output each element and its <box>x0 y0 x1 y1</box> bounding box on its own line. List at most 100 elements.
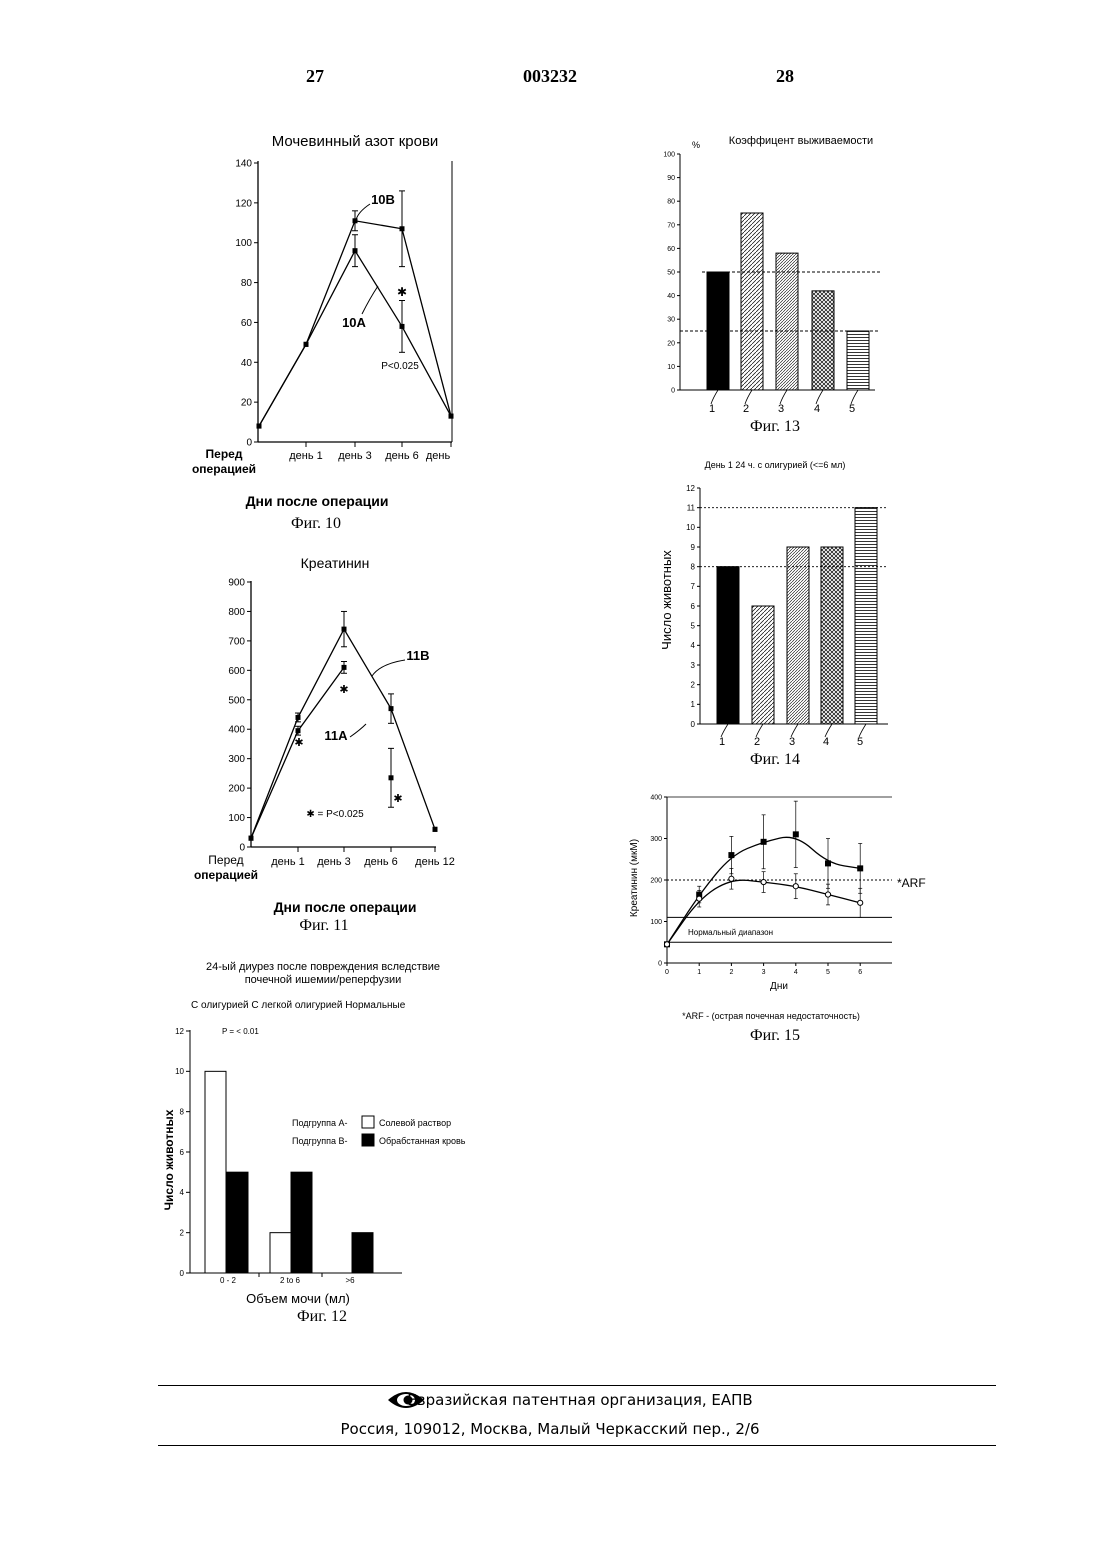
series-label-11b: 11В <box>406 648 429 663</box>
chart-title: почечной ишемии/реперфузии <box>245 974 402 986</box>
y-tick-label: 400 <box>228 725 245 736</box>
figure-15: 0100200300400 0123456 *ARF Нормальный ди… <box>629 794 926 1044</box>
x-tick-label: Перед <box>208 853 243 867</box>
data-point <box>389 775 394 780</box>
significance-star: ✱ <box>339 684 348 696</box>
bar-leader <box>816 390 823 404</box>
figure-caption: Фиг. 11 <box>299 917 348 934</box>
data-point <box>825 892 830 897</box>
leader-line <box>372 660 405 676</box>
p-value-note: P<0.025 <box>381 361 419 372</box>
x-ticks: 12345 <box>719 724 866 748</box>
chart-title: 24-ый диурез после повреждения вследстви… <box>206 961 440 973</box>
y-tick-label: 4 <box>180 1188 185 1197</box>
y-tick-label: 300 <box>228 754 245 765</box>
y-tick-label: 2 <box>180 1228 185 1237</box>
y-tick-label: 90 <box>667 175 675 182</box>
leader-line <box>350 724 366 737</box>
y-tick-label: 400 <box>650 794 662 801</box>
y-ticks: 024681012 <box>175 1027 190 1278</box>
x-ticks: Передоперациейдень 1день 3день 6день <box>192 442 451 476</box>
x-tick-label: день 6 <box>364 856 398 868</box>
y-tick-label: 200 <box>228 784 245 795</box>
x-tick-label: день 12 <box>415 856 455 868</box>
y-ticks: 0123456789101112 <box>686 484 700 729</box>
left-page-number: 27 <box>306 66 324 86</box>
y-tick-label: 50 <box>667 269 675 276</box>
x-tick-label: 0 <box>665 969 669 976</box>
x-tick-label: 4 <box>794 969 798 976</box>
y-tick-label: 70 <box>667 222 675 229</box>
y-unit-label: % <box>692 140 700 150</box>
data-point <box>342 627 347 632</box>
y-tick-label: 0 <box>658 960 662 967</box>
data-point <box>761 839 767 845</box>
y-tick-label: 500 <box>228 695 245 706</box>
y-tick-label: 140 <box>235 159 252 170</box>
x-tick-label: >6 <box>345 1276 355 1285</box>
y-tick-label: 700 <box>228 636 245 647</box>
figure-14: День 1 24 ч. с олигурией (<=6 мл) 012345… <box>659 460 888 768</box>
bar <box>776 253 798 390</box>
y-tick-label: 100 <box>663 151 675 158</box>
data-point <box>342 665 347 670</box>
y-tick-label: 120 <box>235 198 252 209</box>
y-tick-label: 12 <box>175 1027 184 1036</box>
y-axis-label: Число животных <box>162 1109 176 1210</box>
y-ticks: 0102030405060708090100 <box>663 151 680 394</box>
plot-area <box>205 1071 373 1273</box>
y-tick-label: 20 <box>241 398 253 409</box>
bar <box>847 331 869 390</box>
document-number: 003232 <box>523 66 577 86</box>
plot-area <box>257 191 454 429</box>
bar <box>752 606 774 724</box>
x-tick-label: 1 <box>697 969 701 976</box>
series-line <box>259 251 451 426</box>
y-tick-label: 100 <box>235 238 252 249</box>
footer-rule-top <box>158 1385 996 1386</box>
x-tick-label: операцией <box>192 462 256 476</box>
significance-star: ✱ <box>397 285 407 299</box>
x-tick-label: 2 to 6 <box>280 1276 301 1285</box>
x-tick-label: 1 <box>709 403 715 415</box>
legend: Подгруппа А- Солевой раствор Подгруппа В… <box>292 1116 466 1146</box>
right-page-number: 28 <box>776 66 794 86</box>
bar-treated-blood <box>352 1233 373 1273</box>
bar-treated-blood <box>227 1172 248 1273</box>
plot-area <box>664 801 892 947</box>
y-tick-label: 100 <box>650 919 662 926</box>
bar <box>707 272 729 390</box>
figure-10: Мочевинный азот крови 020406080100120140… <box>192 133 454 532</box>
x-tick-label: 6 <box>858 969 862 976</box>
y-tick-label: 5 <box>691 621 696 630</box>
series-label-11a: 11А <box>324 728 348 743</box>
x-tick-label: 4 <box>814 403 820 415</box>
y-tick-label: 6 <box>691 602 696 611</box>
bar-leader <box>851 390 858 404</box>
x-tick-label: день <box>426 450 451 462</box>
y-tick-label: 40 <box>241 358 253 369</box>
y-tick-label: 800 <box>228 607 245 618</box>
data-point <box>825 860 831 866</box>
y-tick-label: 4 <box>691 641 696 650</box>
chart-title: День 1 24 ч. с олигурией (<=6 мл) <box>705 460 846 470</box>
x-ticks: Передоперациейдень 1день 3день 6день 12 <box>194 847 455 882</box>
chart-title: Коэффицент выживаемости <box>729 135 873 147</box>
figure-11: Креатинин 0100200300400500600700800900 П… <box>194 555 455 934</box>
y-tick-label: 3 <box>691 661 696 670</box>
bar <box>812 291 834 390</box>
y-tick-label: 80 <box>667 199 675 206</box>
x-tick-label: день 6 <box>385 450 419 462</box>
y-tick-label: 60 <box>241 318 253 329</box>
y-tick-label: 6 <box>180 1148 185 1157</box>
p-value-note: ✱ = P<0.025 <box>306 809 364 820</box>
x-tick-label: операцией <box>194 868 258 882</box>
y-axis-label: Креатинин (мкМ) <box>629 839 640 917</box>
y-tick-label: 80 <box>241 278 253 289</box>
data-point <box>296 728 301 733</box>
y-tick-label: 7 <box>691 582 696 591</box>
y-axis-label: Число животных <box>659 550 674 650</box>
x-tick-label: 2 <box>729 969 733 976</box>
figure-caption: Фиг. 14 <box>750 751 800 768</box>
